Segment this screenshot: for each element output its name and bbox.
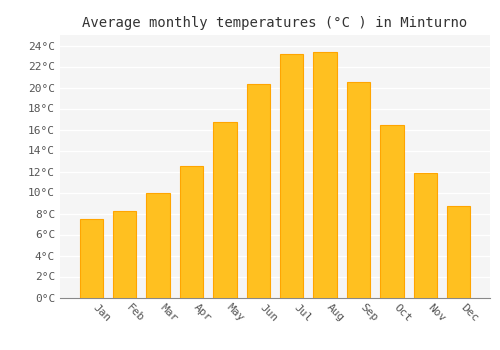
Bar bbox=[447, 206, 470, 298]
Title: Average monthly temperatures (°C ) in Minturno: Average monthly temperatures (°C ) in Mi… bbox=[82, 16, 468, 30]
Bar bbox=[146, 193, 170, 298]
Bar bbox=[113, 211, 136, 298]
Bar bbox=[314, 52, 337, 298]
Bar bbox=[213, 122, 236, 298]
Bar bbox=[280, 54, 303, 298]
Bar bbox=[80, 219, 103, 298]
Bar bbox=[380, 125, 404, 298]
Bar bbox=[414, 173, 437, 298]
Bar bbox=[347, 82, 370, 298]
Bar bbox=[180, 166, 203, 298]
Bar bbox=[246, 84, 270, 298]
